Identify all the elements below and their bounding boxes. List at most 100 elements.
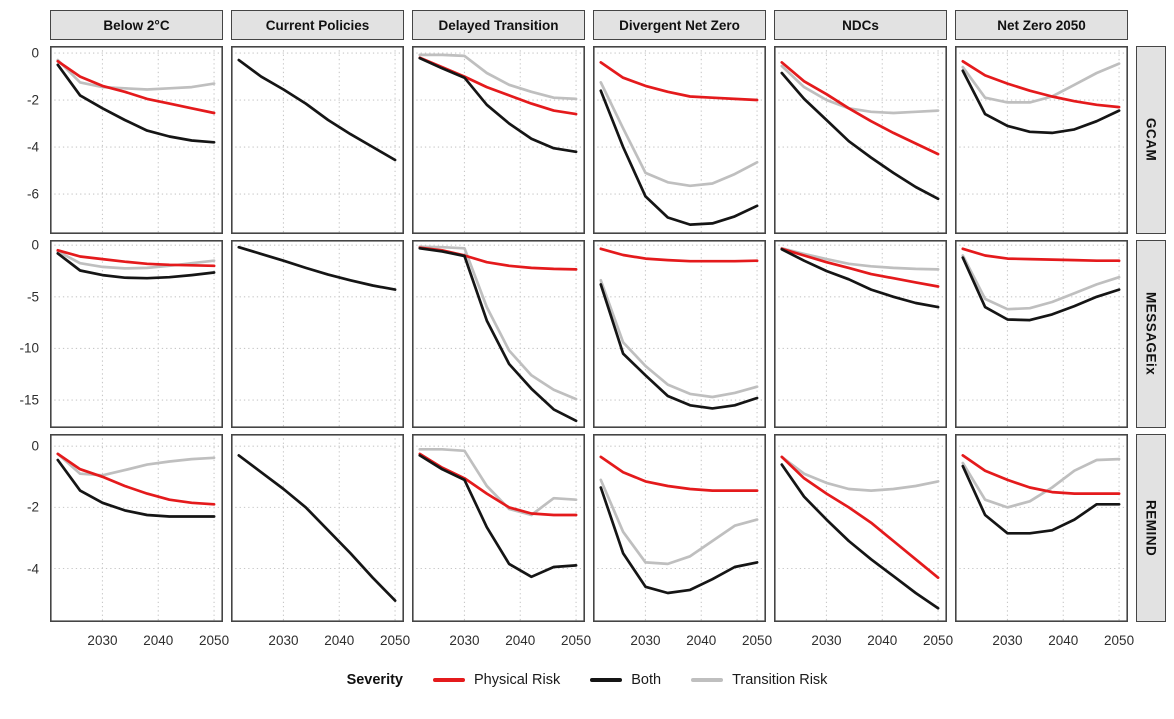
legend-line-swatch-physical-risk: [433, 678, 465, 682]
line-physical-risk: [599, 455, 759, 492]
y-axis-tick-label: -10: [19, 340, 39, 356]
line-both: [237, 58, 397, 162]
y-axis-tick-label: -5: [26, 289, 39, 305]
corner-spacer: [1136, 628, 1166, 654]
line-transition-risk: [599, 478, 759, 566]
line-transition-risk: [780, 64, 940, 115]
legend-entries: Physical Risk Both Transition Risk: [433, 672, 827, 688]
x-axis-divergent-net-zero: 2030 2040 2050: [593, 628, 772, 654]
panel-messageix-net-zero-2050: [955, 240, 1128, 428]
panel-gcam-below-2-c: [50, 46, 223, 234]
line-transition-risk: [780, 246, 940, 271]
line-both: [961, 464, 1121, 535]
legend-line-swatch-transition-risk: [691, 678, 724, 682]
line-both: [418, 56, 578, 154]
line-both: [599, 89, 759, 226]
facet-row-strip-gcam: GCAM: [1136, 46, 1166, 234]
axis-corner-spacer: [8, 10, 42, 40]
line-both: [961, 69, 1121, 135]
legend-title: Severity: [346, 672, 403, 688]
line-both: [599, 283, 759, 410]
y-axis-tick-label: -2: [26, 92, 39, 108]
x-axis-tick-label: 2040: [1048, 633, 1079, 648]
panel-messageix-ndcs: [774, 240, 947, 428]
line-physical-risk: [418, 56, 578, 116]
x-axis-tick-label: 2030: [992, 633, 1023, 648]
facet-column-strip-below-2-c: Below 2°C: [50, 10, 223, 40]
line-both: [237, 245, 397, 291]
x-axis-tick-label: 2030: [87, 633, 118, 648]
facet-column-strip-current-policies: Current Policies: [231, 10, 404, 40]
x-axis-tick-label: 2050: [199, 633, 230, 648]
line-both: [418, 454, 578, 579]
line-both: [780, 463, 940, 610]
line-physical-risk: [56, 59, 216, 115]
line-transition-risk: [418, 447, 578, 517]
faceted-line-chart: Below 2°C Current Policies Delayed Transit…: [8, 10, 1166, 694]
legend-item-both: Both: [590, 672, 661, 688]
line-physical-risk: [56, 248, 216, 268]
x-axis-tick-label: 2040: [686, 633, 717, 648]
panel-gcam-delayed-transition: [412, 46, 585, 234]
y-axis-tick-label: -15: [19, 392, 39, 408]
panel-remind-below-2-c: [50, 434, 223, 622]
panel-gcam-divergent-net-zero: [593, 46, 766, 234]
y-axis-tick-label: -2: [26, 499, 39, 515]
line-physical-risk: [599, 247, 759, 263]
y-axis-tick-label: 0: [31, 45, 39, 61]
legend-label: Transition Risk: [732, 672, 828, 688]
x-axis-tick-label: 2050: [923, 633, 954, 648]
line-both: [56, 458, 216, 518]
y-axis-tick-label: 0: [31, 237, 39, 253]
panel-remind-net-zero-2050: [955, 434, 1128, 622]
x-axis-tick-label: 2050: [742, 633, 773, 648]
line-physical-risk: [961, 247, 1121, 263]
panel-messageix-below-2-c: [50, 240, 223, 428]
line-transition-risk: [418, 245, 578, 401]
x-axis-current-policies: 2030 2040 2050: [231, 628, 410, 654]
panel-remind-divergent-net-zero: [593, 434, 766, 622]
line-transition-risk: [599, 81, 759, 188]
legend: Severity Physical Risk Both Transition Ris…: [8, 666, 1166, 694]
y-axis-gcam: 0 -2 -4 -6: [8, 46, 42, 234]
line-physical-risk: [418, 452, 578, 517]
line-both: [780, 71, 940, 201]
x-axis-tick-label: 2050: [1104, 633, 1135, 648]
line-transition-risk: [56, 250, 216, 270]
line-physical-risk: [780, 247, 940, 288]
facet-row-strip-label: MESSAGEix: [1143, 292, 1159, 376]
panel-gcam-net-zero-2050: [955, 46, 1128, 234]
facet-column-strip-delayed-transition: Delayed Transition: [412, 10, 585, 40]
x-axis-tick-label: 2030: [630, 633, 661, 648]
x-axis-tick-label: 2030: [811, 633, 842, 648]
line-physical-risk: [599, 61, 759, 102]
panel-messageix-delayed-transition: [412, 240, 585, 428]
x-axis-net-zero-2050: 2030 2040 2050: [955, 628, 1134, 654]
facet-row-strip-label: GCAM: [1143, 118, 1159, 162]
facet-row-strip-messageix: MESSAGEix: [1136, 240, 1166, 428]
facet-row-strip-remind: REMIND: [1136, 434, 1166, 622]
x-axis-below-2-c: 2030 2040 2050: [50, 628, 229, 654]
legend-line-swatch-both: [590, 678, 623, 682]
line-both: [599, 486, 759, 595]
panel-remind-current-policies: [231, 434, 404, 622]
x-axis-tick-label: 2050: [561, 633, 592, 648]
panel-gcam-current-policies: [231, 46, 404, 234]
y-axis-messageix: 0 -5 -10 -15: [8, 237, 42, 428]
x-axis-ndcs: 2030 2040 2050: [774, 628, 953, 654]
line-transition-risk: [56, 58, 216, 91]
facet-column-strip-divergent-net-zero: Divergent Net Zero: [593, 10, 766, 40]
line-transition-risk: [780, 455, 940, 492]
line-both: [56, 252, 216, 280]
y-axis-tick-label: -4: [26, 139, 39, 155]
line-both: [237, 454, 397, 602]
y-axis-tick-label: 0: [31, 438, 39, 454]
line-physical-risk: [56, 452, 216, 506]
panel-remind-ndcs: [774, 434, 947, 622]
legend-item-physical-risk: Physical Risk: [433, 672, 560, 688]
line-both: [56, 63, 216, 144]
line-both: [418, 246, 578, 423]
corner-spacer: [1136, 10, 1166, 40]
x-axis-tick-label: 2040: [505, 633, 536, 648]
legend-item-transition-risk: Transition Risk: [691, 672, 827, 688]
